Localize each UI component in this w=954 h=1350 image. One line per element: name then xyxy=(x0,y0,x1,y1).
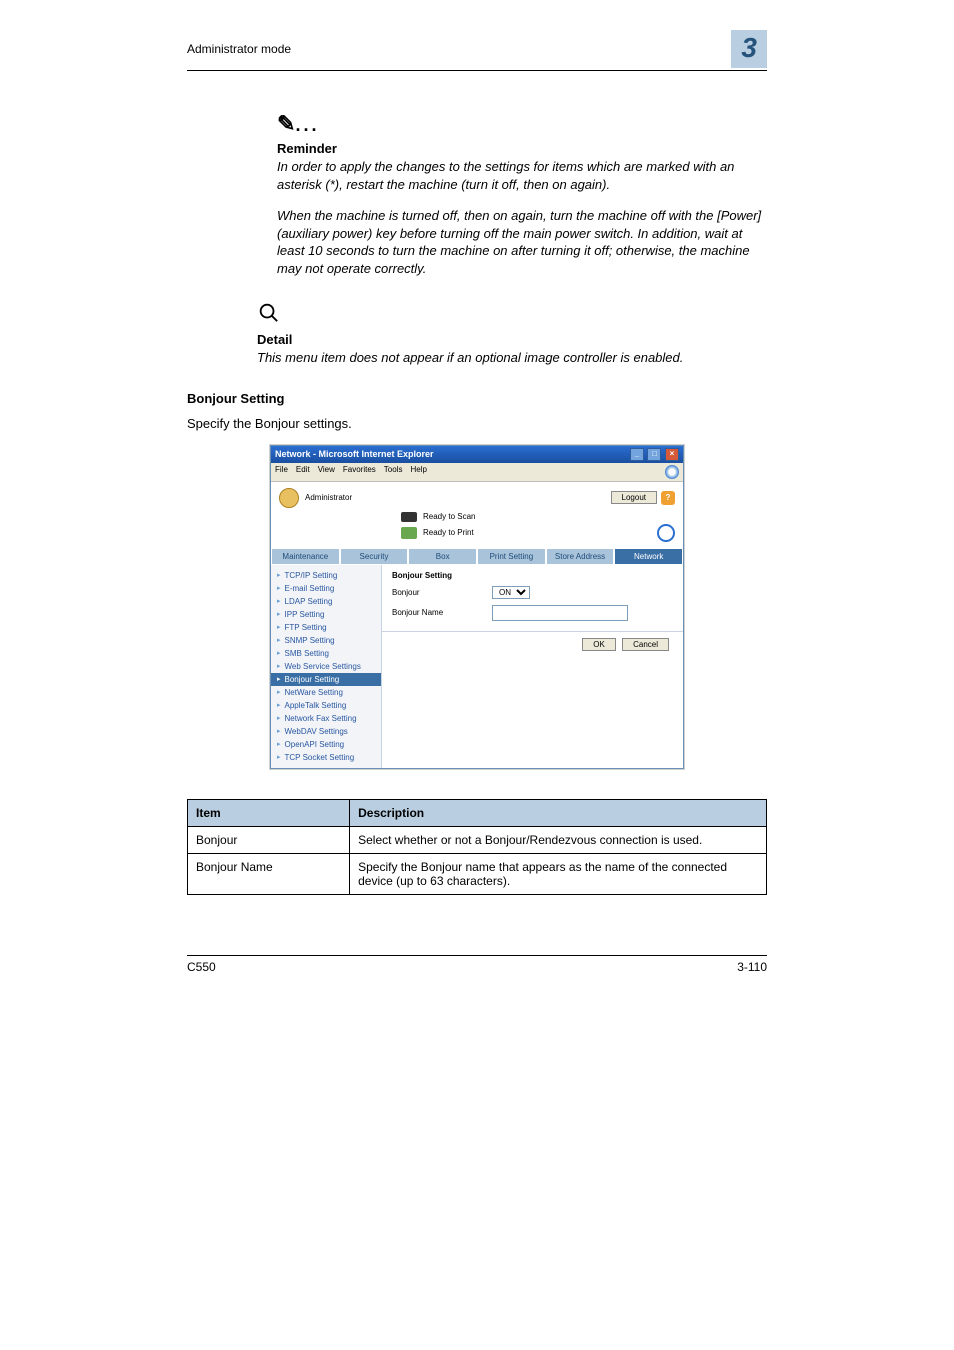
sidebar-item-tcpip[interactable]: TCP/IP Setting xyxy=(271,569,381,582)
logout-button[interactable]: Logout xyxy=(611,491,657,504)
bonjour-select[interactable]: ON xyxy=(492,586,530,599)
status-scan-text: Ready to Scan xyxy=(423,512,475,521)
sidebar: TCP/IP Setting E-mail Setting LDAP Setti… xyxy=(271,565,382,768)
status-print-text: Ready to Print xyxy=(423,528,474,537)
footer-right: 3-110 xyxy=(737,960,767,974)
header-right: 3 xyxy=(731,30,767,68)
tab-network[interactable]: Network xyxy=(614,548,683,565)
app-header: Administrator Logout ? xyxy=(271,482,683,512)
page-footer: C550 3-110 xyxy=(187,955,767,974)
panel-title: Bonjour Setting xyxy=(392,571,673,580)
tab-bar: Maintenance Security Box Print Setting S… xyxy=(271,548,683,565)
admin-label: Administrator xyxy=(305,493,352,502)
reminder-para2: When the machine is turned off, then on … xyxy=(277,207,767,277)
sidebar-item-email[interactable]: E-mail Setting xyxy=(271,582,381,595)
sidebar-item-snmp[interactable]: SNMP Setting xyxy=(271,634,381,647)
sidebar-item-webservice[interactable]: Web Service Settings xyxy=(271,660,381,673)
reminder-block: ✎... Reminder In order to apply the chan… xyxy=(277,111,767,277)
sidebar-item-ldap[interactable]: LDAP Setting xyxy=(271,595,381,608)
sidebar-item-networkfax[interactable]: Network Fax Setting xyxy=(271,712,381,725)
status-scan-row: Ready to Scan xyxy=(401,512,675,522)
footer-left: C550 xyxy=(187,960,216,974)
row0-desc: Select whether or not a Bonjour/Rendezvo… xyxy=(350,826,767,853)
sidebar-item-openapi[interactable]: OpenAPI Setting xyxy=(271,738,381,751)
menu-favorites[interactable]: Favorites xyxy=(343,465,376,479)
reminder-para1: In order to apply the changes to the set… xyxy=(277,158,767,193)
sidebar-item-tcpsocket[interactable]: TCP Socket Setting xyxy=(271,751,381,764)
page-header: Administrator mode 3 xyxy=(187,30,767,71)
table-row: Bonjour Select whether or not a Bonjour/… xyxy=(188,826,767,853)
sidebar-item-netware[interactable]: NetWare Setting xyxy=(271,686,381,699)
ie-logo-icon xyxy=(665,465,679,479)
sidebar-item-bonjour[interactable]: Bonjour Setting xyxy=(271,673,381,686)
window-title: Network - Microsoft Internet Explorer xyxy=(275,449,434,459)
browser-menubar: File Edit View Favorites Tools Help xyxy=(271,463,683,482)
window-controls: _ □ × xyxy=(629,448,679,461)
reminder-icon: ✎... xyxy=(277,111,767,137)
menu-edit[interactable]: Edit xyxy=(296,465,310,479)
section-intro: Specify the Bonjour settings. xyxy=(187,416,767,431)
chapter-number: 3 xyxy=(741,32,757,63)
help-icon[interactable]: ? xyxy=(661,491,675,505)
settings-panel: Bonjour Setting Bonjour ON Bonjour Name … xyxy=(382,565,683,768)
sidebar-item-webdav[interactable]: WebDAV Settings xyxy=(271,725,381,738)
menu-view[interactable]: View xyxy=(318,465,335,479)
detail-block: Detail This menu item does not appear if… xyxy=(257,301,767,367)
sidebar-item-ftp[interactable]: FTP Setting xyxy=(271,621,381,634)
minimize-icon[interactable]: _ xyxy=(630,448,644,461)
status-print-row: Ready to Print xyxy=(401,524,675,542)
tab-box[interactable]: Box xyxy=(408,548,477,565)
tab-store-address[interactable]: Store Address xyxy=(546,548,615,565)
section-heading: Bonjour Setting xyxy=(187,391,767,406)
ok-button[interactable]: OK xyxy=(582,638,616,651)
col-item-header: Item xyxy=(188,799,350,826)
bonjour-name-label: Bonjour Name xyxy=(392,608,492,617)
panel-separator xyxy=(382,631,683,632)
tab-security[interactable]: Security xyxy=(340,548,409,565)
sidebar-item-smb[interactable]: SMB Setting xyxy=(271,647,381,660)
header-left-text: Administrator mode xyxy=(187,42,291,56)
printer-icon xyxy=(401,527,417,539)
reminder-title: Reminder xyxy=(277,141,767,156)
app-main: TCP/IP Setting E-mail Setting LDAP Setti… xyxy=(271,565,683,768)
panel-row-bonjour-name: Bonjour Name xyxy=(392,605,673,621)
sidebar-item-ipp[interactable]: IPP Setting xyxy=(271,608,381,621)
bonjour-name-input[interactable] xyxy=(492,605,628,621)
panel-buttons: OK Cancel xyxy=(392,638,673,651)
scanner-icon xyxy=(401,512,417,522)
admin-avatar-icon xyxy=(279,488,299,508)
cancel-button[interactable]: Cancel xyxy=(622,638,669,651)
row0-item: Bonjour xyxy=(188,826,350,853)
chapter-badge: 3 xyxy=(731,30,767,68)
description-table: Item Description Bonjour Select whether … xyxy=(187,799,767,895)
close-icon[interactable]: × xyxy=(665,448,679,461)
row1-desc: Specify the Bonjour name that appears as… xyxy=(350,853,767,894)
maximize-icon[interactable]: □ xyxy=(647,448,661,461)
refresh-icon[interactable] xyxy=(657,524,675,542)
menu-tools[interactable]: Tools xyxy=(384,465,403,479)
window-titlebar: Network - Microsoft Internet Explorer _ … xyxy=(271,446,683,463)
row1-item: Bonjour Name xyxy=(188,853,350,894)
bonjour-label: Bonjour xyxy=(392,588,492,597)
menu-help[interactable]: Help xyxy=(410,465,426,479)
detail-body: This menu item does not appear if an opt… xyxy=(257,349,767,367)
tab-maintenance[interactable]: Maintenance xyxy=(271,548,340,565)
sidebar-item-appletalk[interactable]: AppleTalk Setting xyxy=(271,699,381,712)
detail-icon xyxy=(257,301,767,328)
table-row: Bonjour Name Specify the Bonjour name th… xyxy=(188,853,767,894)
col-desc-header: Description xyxy=(350,799,767,826)
browser-window: Network - Microsoft Internet Explorer _ … xyxy=(270,445,684,769)
tab-print-setting[interactable]: Print Setting xyxy=(477,548,546,565)
detail-title: Detail xyxy=(257,332,767,347)
status-area: Ready to Scan Ready to Print xyxy=(271,512,683,548)
panel-row-bonjour: Bonjour ON xyxy=(392,586,673,599)
menu-file[interactable]: File xyxy=(275,465,288,479)
